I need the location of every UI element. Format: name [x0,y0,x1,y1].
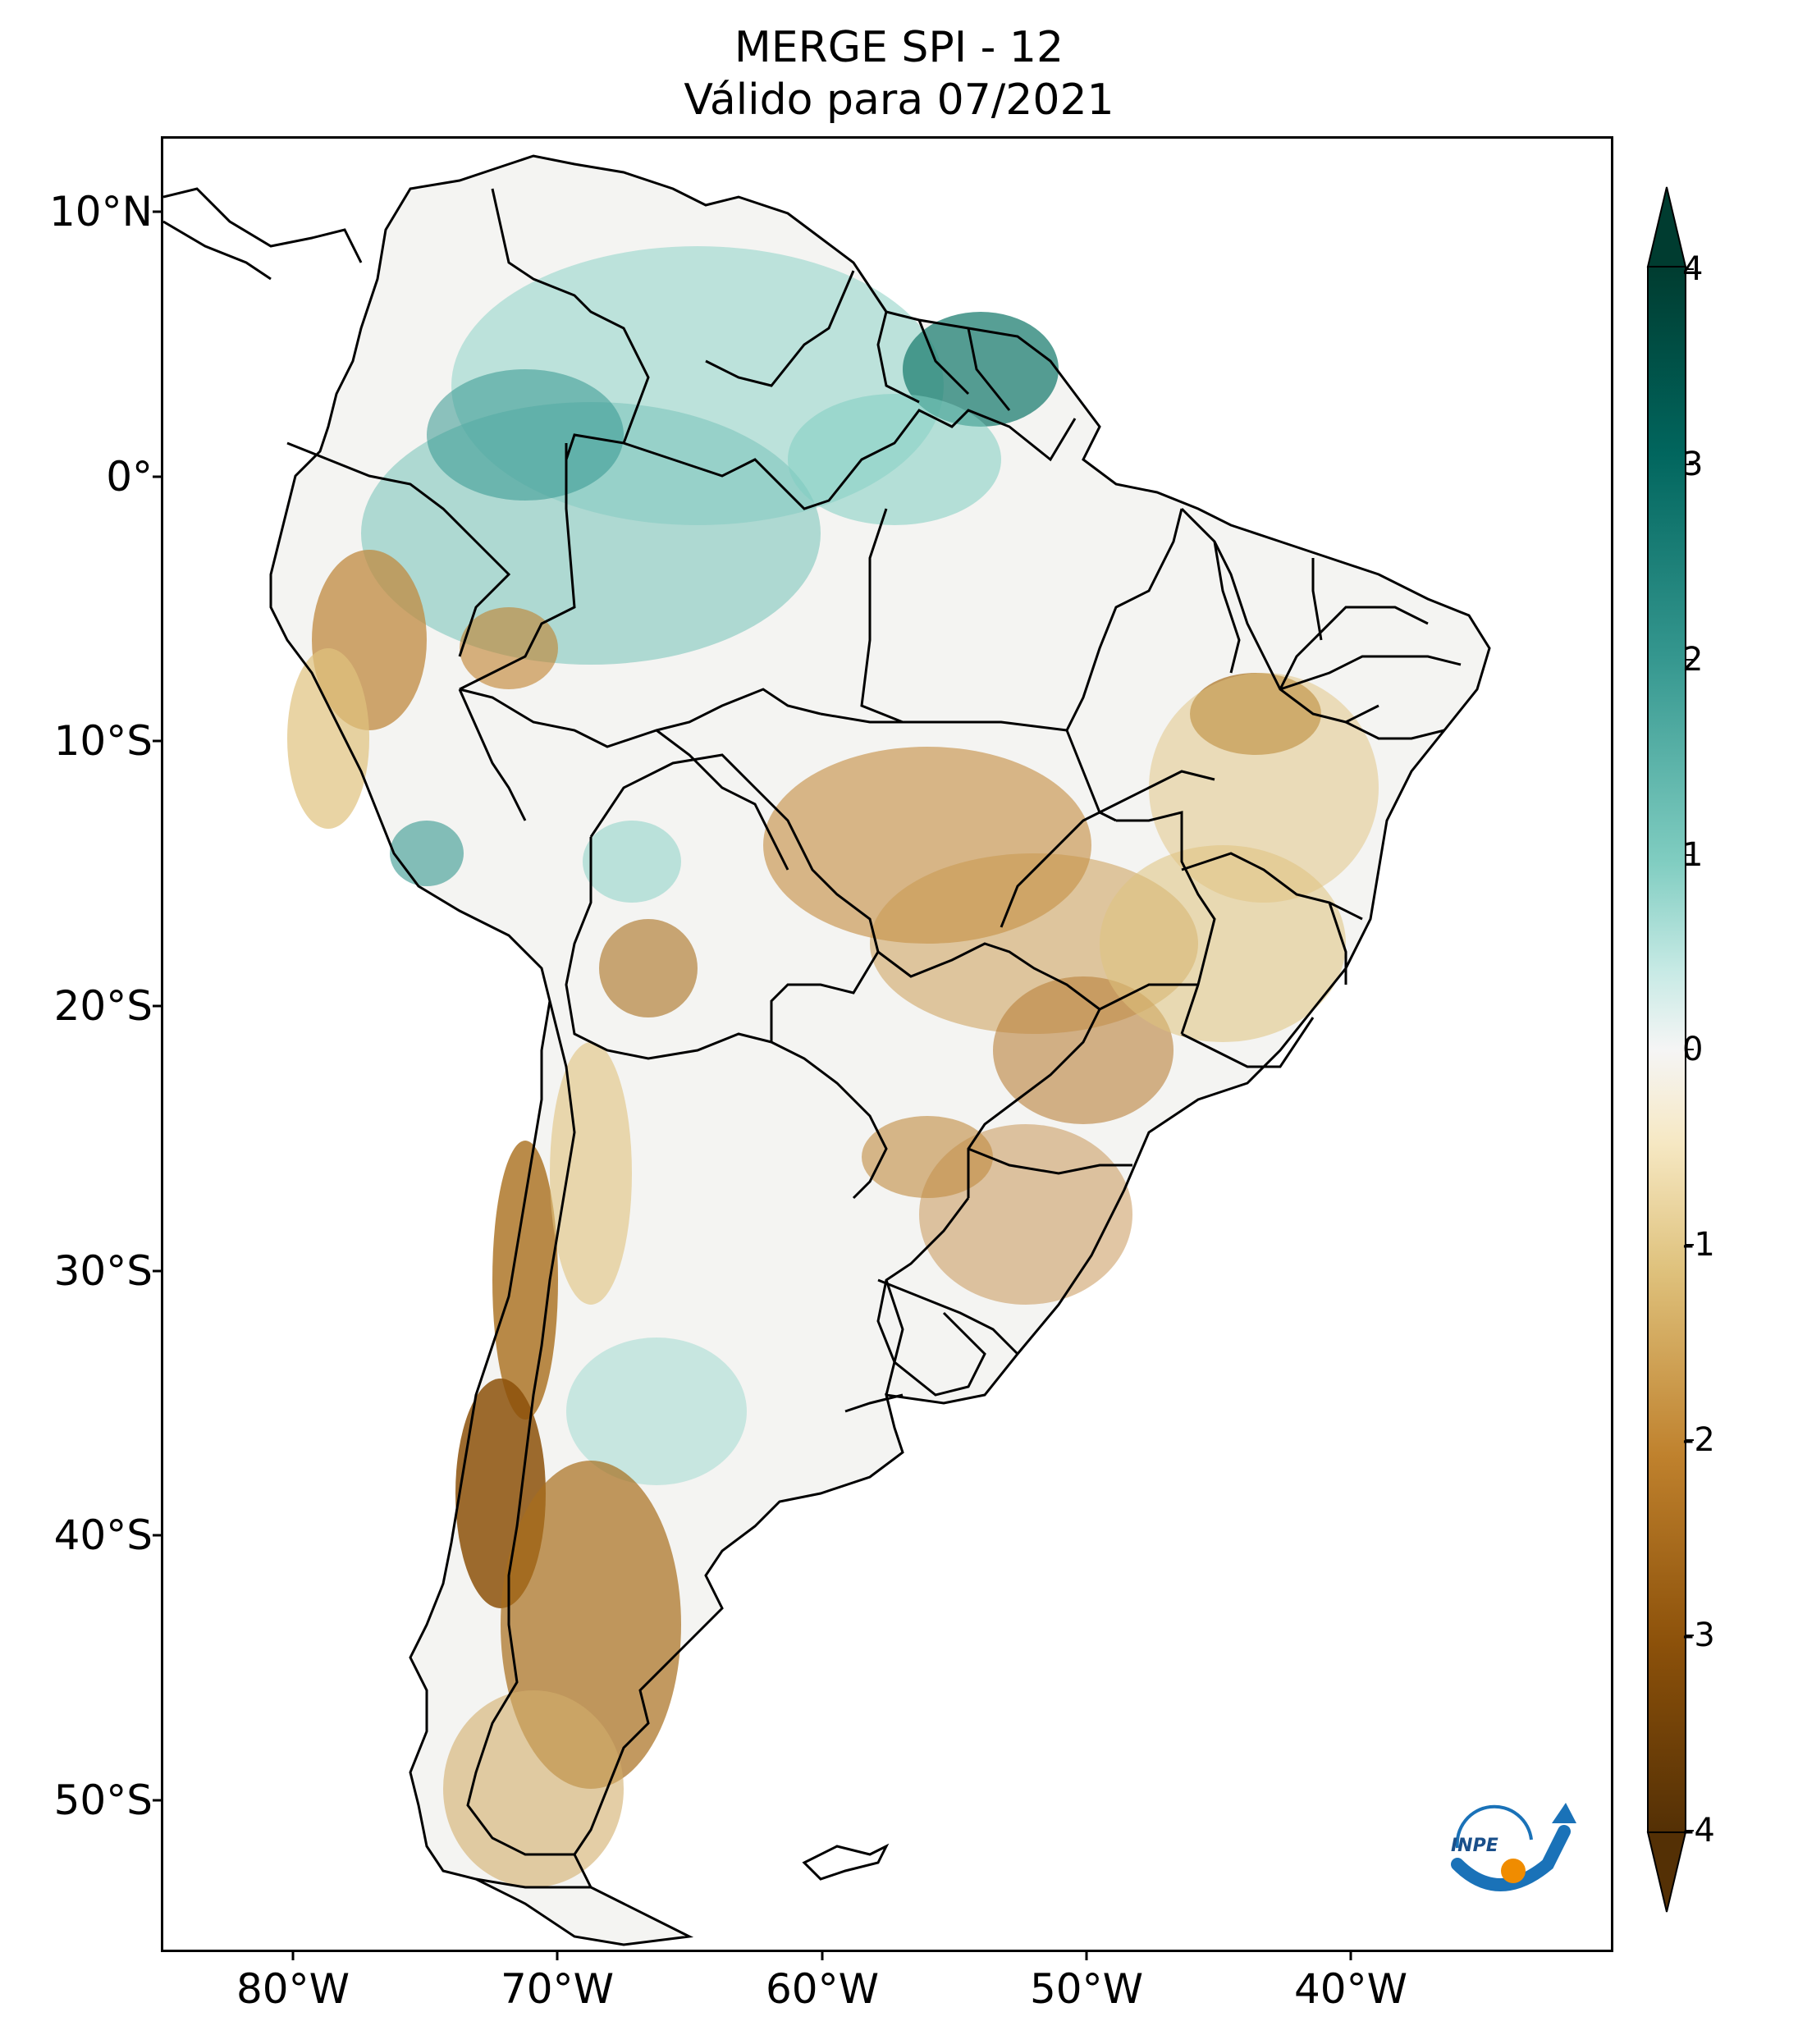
wet-anomaly-para [788,394,1001,525]
colorbar-max-extension [1646,186,1687,268]
lat-label-40s: 40°S [53,1511,153,1559]
dry-anomaly-northeast [1149,673,1379,903]
colorbar-ticks [1686,268,1694,1831]
wet-anomaly-peru-coast [390,821,464,886]
lat-label-0: 0° [106,453,153,501]
lon-label-70w: 70°W [500,1965,615,2013]
colorbar-label-1: 1 [1682,836,1704,874]
colorbar-label-3: 3 [1682,446,1704,483]
colorbar [1646,186,1694,1913]
lat-label-50s: 50°S [53,1776,153,1824]
axis-ticks [153,210,1352,1960]
map-title: MERGE SPI - 12 [734,23,1064,72]
logo-text: INPE [1451,1836,1498,1856]
colorbar-label-0: 0 [1682,1031,1704,1068]
colorbar-label-neg3: -3 [1682,1616,1715,1654]
map-subtitle: Válido para 07/2021 [684,75,1114,125]
dry-anomaly-parana [993,976,1174,1124]
inpe-logo: INPE [1451,1803,1576,1891]
dry-anomaly-andes [550,1042,632,1305]
lon-label-40w: 40°W [1293,1965,1408,2013]
lat-label-10s: 10°S [53,717,153,765]
lat-label-20s: 20°S [53,982,153,1030]
colorbar-label-2: 2 [1682,641,1704,679]
dry-anomaly-chaco [862,1116,993,1198]
dry-anomaly-chile-central [492,1141,558,1420]
colorbar-gradient [1647,266,1686,1833]
wet-anomaly-colombia [427,369,624,501]
lat-label-10n: 10°N [48,188,153,235]
lon-label-80w: 80°W [236,1965,350,2013]
wet-anomaly-guyana [903,312,1059,427]
colorbar-min-extension [1646,1831,1687,1913]
colorbar-label-4: 4 [1682,250,1704,288]
dry-anomaly-bolivia-south [599,919,698,1017]
dry-anomaly-patagonia-south [443,1690,624,1887]
wet-anomaly-bolivia [583,821,681,903]
lat-label-30s: 30°S [53,1247,153,1295]
dry-anomaly-peru-west [287,648,369,829]
colorbar-label-neg1: -1 [1682,1226,1715,1264]
lon-label-50w: 50°W [1029,1965,1144,2013]
lon-label-60w: 60°W [765,1965,880,2013]
wet-anomaly-argentina [566,1338,747,1485]
colorbar-label-neg2: -2 [1682,1421,1715,1459]
colorbar-label-neg4: -4 [1682,1812,1715,1850]
political-borders [163,154,1491,1946]
dry-anomaly-acre [460,607,558,689]
